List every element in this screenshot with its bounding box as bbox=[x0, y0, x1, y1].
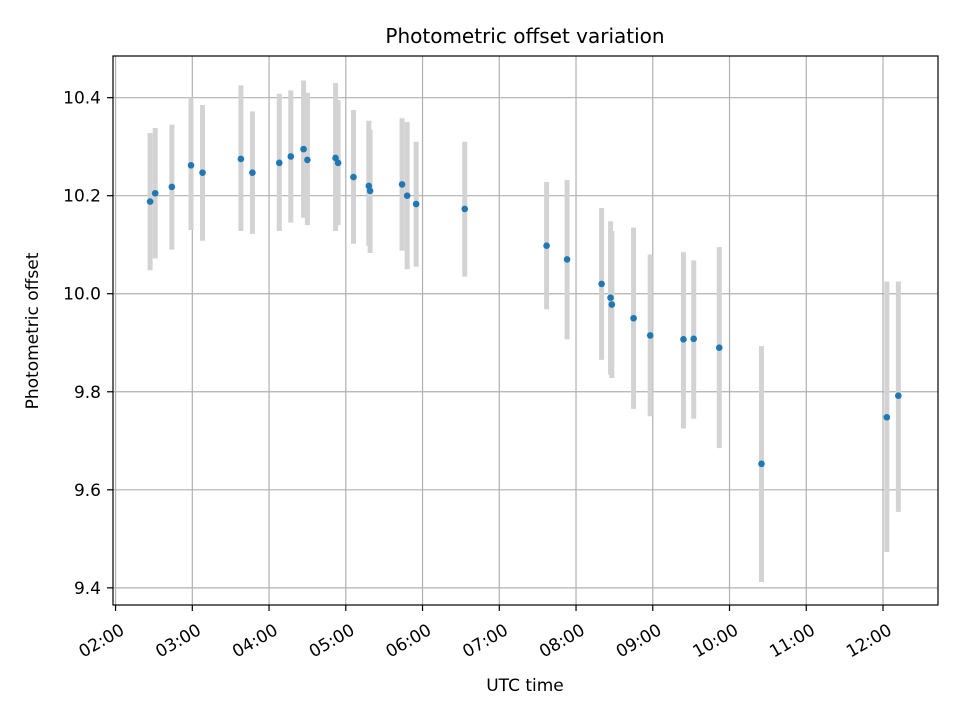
data-point bbox=[332, 154, 339, 162]
chart-title: Photometric offset variation bbox=[385, 24, 664, 48]
data-point bbox=[350, 173, 357, 181]
data-point bbox=[398, 181, 406, 188]
data-point bbox=[461, 205, 469, 213]
y-tick-label: 9.6 bbox=[74, 481, 101, 501]
y-axis: 9.4 9.6 9.8 10.0 10.2 10.4 bbox=[63, 89, 113, 599]
data-point bbox=[646, 332, 654, 339]
data-point bbox=[334, 159, 342, 167]
data-point bbox=[883, 413, 891, 421]
data-point bbox=[715, 344, 723, 351]
grid bbox=[113, 56, 938, 605]
data-points bbox=[146, 145, 902, 468]
data-point bbox=[895, 392, 902, 399]
data-point bbox=[146, 198, 154, 205]
data-point bbox=[275, 159, 283, 167]
data-point bbox=[563, 256, 571, 263]
x-tick-label: 07:00 bbox=[459, 620, 511, 662]
x-tick-label: 11:00 bbox=[766, 620, 818, 662]
data-point bbox=[199, 169, 206, 176]
data-point bbox=[690, 335, 697, 343]
x-tick-label: 08:00 bbox=[536, 620, 588, 662]
data-point bbox=[543, 242, 550, 249]
x-tick-label: 04:00 bbox=[229, 620, 281, 662]
x-tick-label: 09:00 bbox=[613, 620, 665, 662]
data-point bbox=[287, 153, 295, 160]
data-point bbox=[403, 192, 411, 200]
data-point bbox=[300, 145, 307, 153]
y-tick-label: 10.2 bbox=[63, 187, 101, 207]
data-point bbox=[758, 460, 765, 468]
data-point bbox=[412, 200, 420, 208]
y-tick-label: 10.4 bbox=[63, 89, 101, 109]
data-point bbox=[366, 187, 374, 195]
data-point bbox=[187, 162, 195, 169]
x-tick-label: 02:00 bbox=[76, 620, 128, 662]
x-axis-label: UTC time bbox=[486, 676, 564, 696]
x-tick-label: 10:00 bbox=[690, 620, 742, 662]
y-axis-label: Photometric offset bbox=[23, 252, 43, 409]
data-point bbox=[598, 280, 605, 288]
y-tick-label: 9.8 bbox=[74, 383, 101, 403]
x-tick-label: 12:00 bbox=[843, 620, 895, 662]
data-point bbox=[304, 156, 311, 164]
y-tick-label: 10.0 bbox=[63, 285, 101, 305]
plot-frame bbox=[112, 55, 939, 606]
x-tick-label: 06:00 bbox=[383, 620, 435, 662]
x-tick-label: 05:00 bbox=[306, 620, 358, 662]
y-tick-label: 9.4 bbox=[74, 579, 101, 599]
data-point bbox=[151, 189, 159, 197]
data-point bbox=[608, 301, 616, 308]
data-point bbox=[168, 183, 176, 191]
x-tick-label: 03:00 bbox=[152, 620, 204, 662]
x-axis: 02:00 03:00 04:00 05:00 06:00 07:00 08:00 09:00… bbox=[76, 605, 896, 662]
data-point bbox=[249, 169, 256, 176]
data-point bbox=[680, 336, 687, 343]
data-point bbox=[630, 314, 637, 322]
data-point bbox=[237, 155, 245, 163]
plot-background bbox=[113, 56, 938, 605]
data-point bbox=[607, 294, 614, 301]
